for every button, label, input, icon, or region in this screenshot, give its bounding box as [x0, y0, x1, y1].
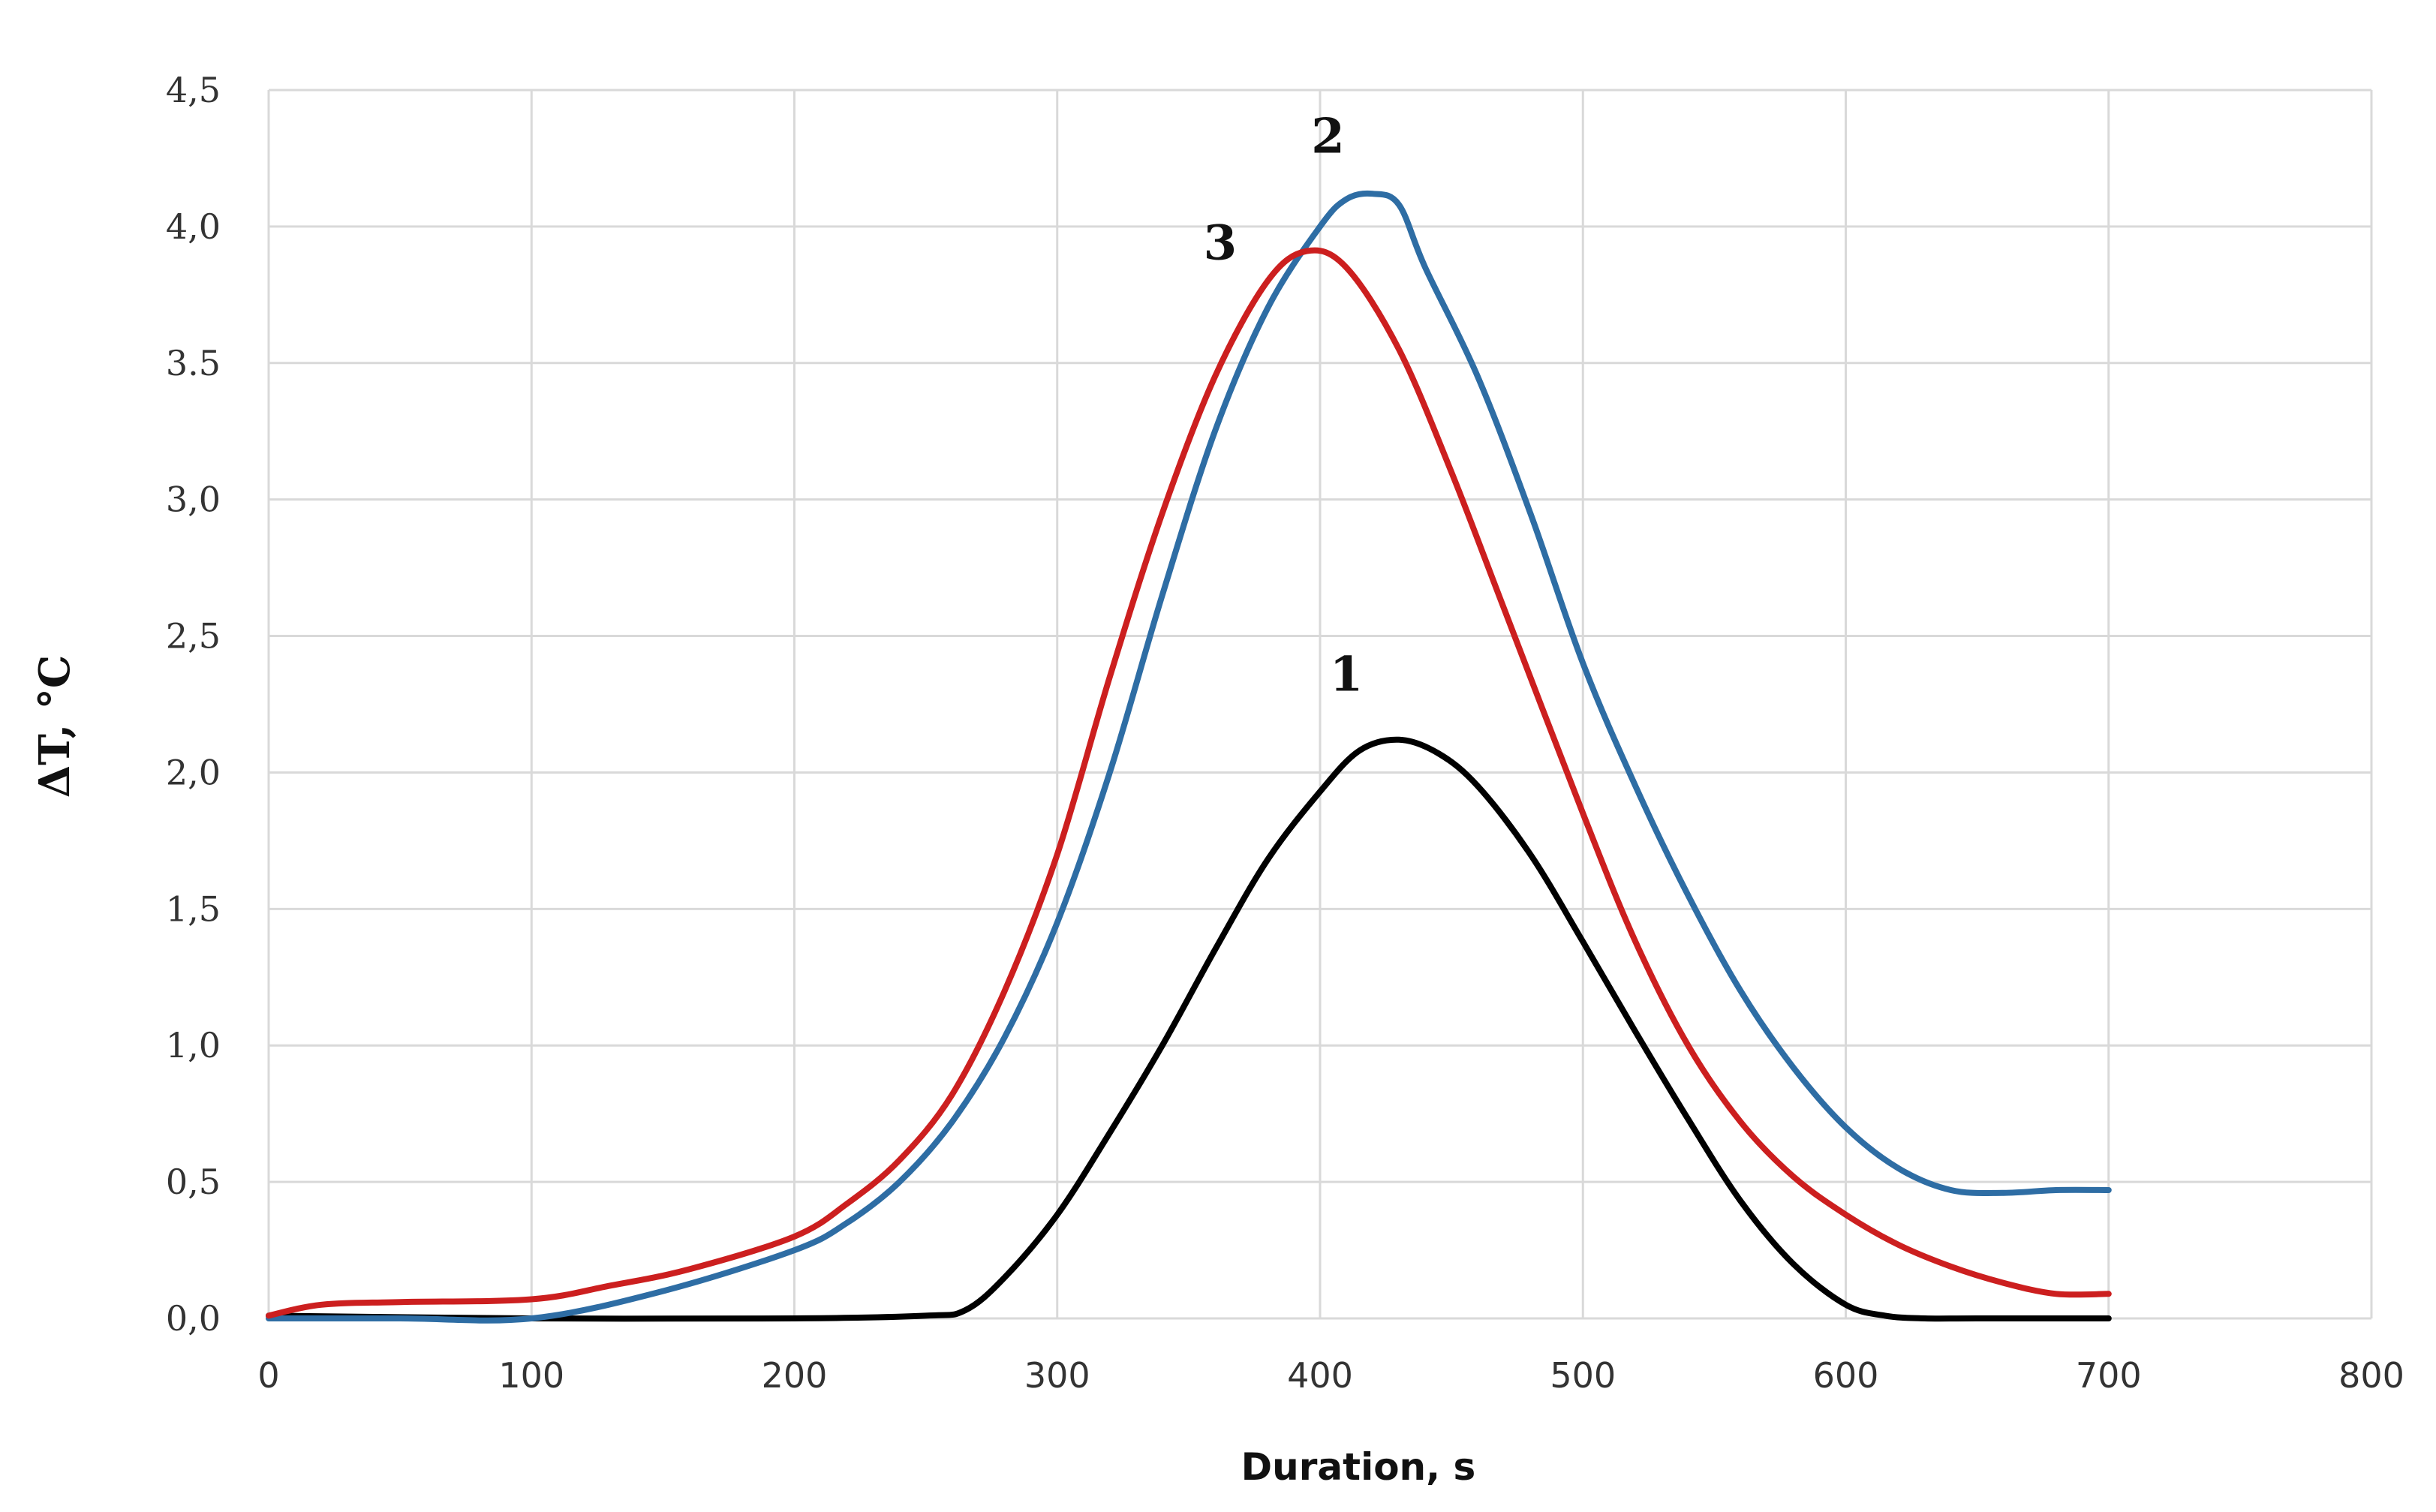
curve-label-1: 1	[1330, 646, 1364, 702]
x-axis-title: Duration, s	[1241, 1445, 1476, 1489]
x-tick-label: 700	[2076, 1355, 2142, 1396]
x-tick-label: 300	[1024, 1355, 1090, 1396]
x-tick-label: 400	[1287, 1355, 1353, 1396]
x-tick-label: 0	[257, 1355, 279, 1396]
y-tick-label: 1,0	[166, 1025, 221, 1066]
y-tick-label: 3.5	[166, 343, 221, 383]
y-tick-label: 4,5	[166, 70, 221, 110]
series-line-1	[266, 736, 2112, 1322]
y-tick-label: 2,5	[166, 616, 221, 657]
curve-labels: 1 2 3	[1204, 109, 1364, 703]
x-tick-label: 200	[762, 1355, 828, 1396]
series-line-2	[266, 190, 2112, 1324]
x-tick-label: 500	[1550, 1355, 1616, 1396]
x-tick-label: 100	[498, 1355, 564, 1396]
y-tick-label: 2,0	[166, 752, 221, 792]
series-line-3	[266, 247, 2112, 1319]
curve-label-3: 3	[1204, 215, 1238, 272]
y-tick-label: 1,5	[166, 888, 221, 929]
x-tick-label: 600	[1813, 1355, 1879, 1396]
x-axis-ticks: 0 100 200 300 400 500 600 700 800	[257, 1355, 2404, 1396]
y-tick-label: 3,0	[166, 479, 221, 520]
y-tick-label: 0,0	[166, 1298, 221, 1339]
series-lines	[266, 190, 2112, 1324]
y-tick-label: 4,0	[166, 206, 221, 247]
curve-label-2: 2	[1311, 109, 1345, 165]
y-axis-ticks: 0,0 0,5 1,0 1,5 2,0 2,5 3,0 3.5 4,0 4,5	[166, 70, 221, 1339]
y-tick-label: 0,5	[166, 1162, 221, 1202]
y-axis-title: ΔT, °C	[30, 655, 80, 798]
gridlines	[267, 89, 2373, 1320]
x-tick-label: 800	[2338, 1355, 2404, 1396]
